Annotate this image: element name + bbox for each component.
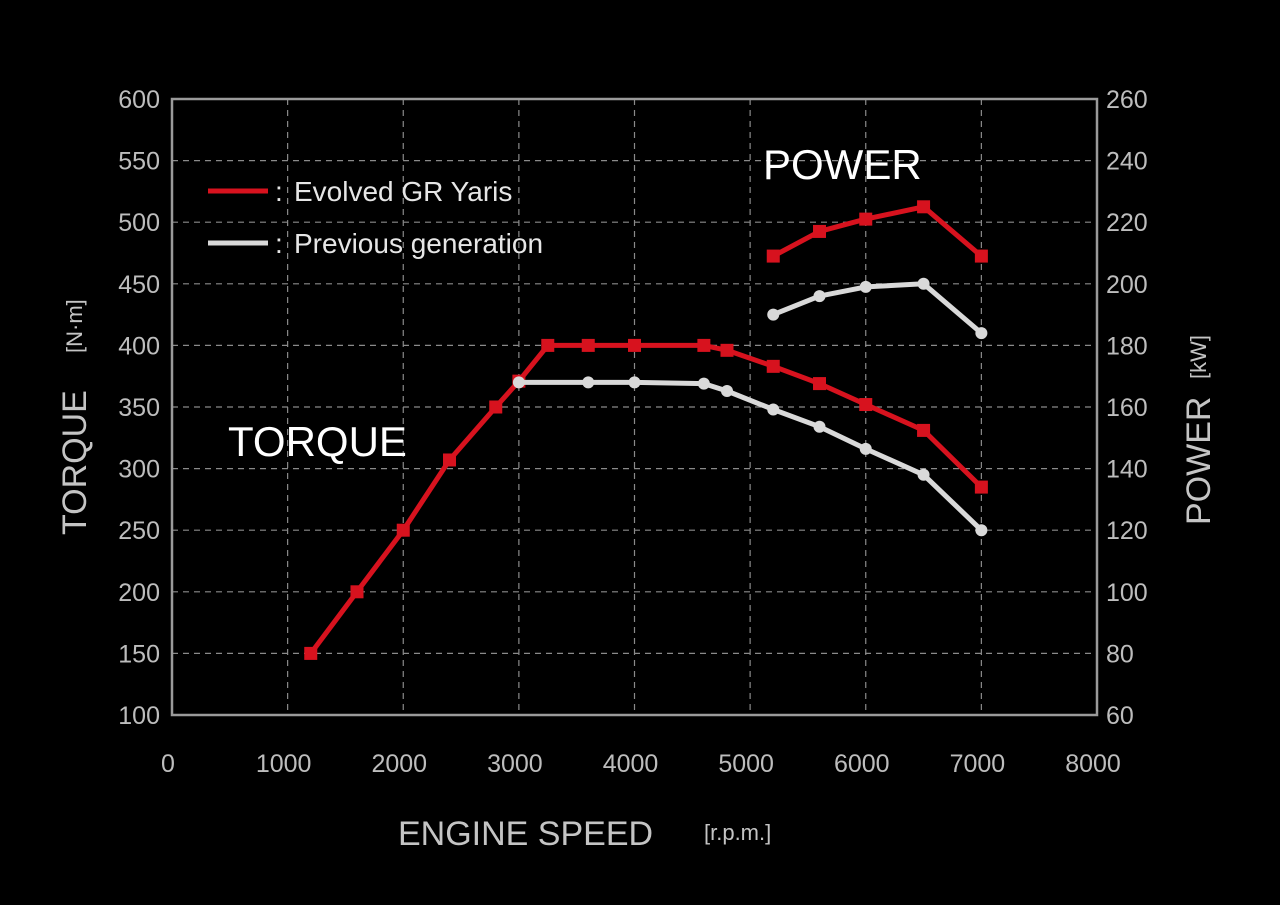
left-tick-label-1: 150	[118, 640, 160, 668]
point-torque-previous-0	[512, 376, 525, 389]
point-power-evolved-2	[859, 212, 873, 226]
x-tick-label-2: 2000	[371, 750, 427, 778]
legend-separator-previous-colon: :	[275, 228, 283, 259]
x-axis-unit: [r.p.m.]	[704, 820, 771, 845]
series-torque-previous	[512, 376, 988, 537]
point-torque-previous-7	[859, 442, 872, 455]
x-tick-label-3: 3000	[487, 750, 543, 778]
right-axis-unit: [kW]	[1186, 335, 1211, 379]
left-tick-label-3: 250	[118, 517, 160, 545]
x-tick-label-8: 8000	[1065, 750, 1121, 778]
point-torque-evolved-0	[304, 646, 318, 660]
series-line-torque-previous	[516, 379, 984, 533]
point-power-evolved-3	[917, 200, 931, 214]
left-tick-label-2: 200	[118, 579, 160, 607]
x-tick-label-4: 4000	[603, 750, 659, 778]
series-layer	[304, 200, 988, 660]
point-power-evolved-0	[766, 249, 780, 263]
plot-frame	[170, 97, 1099, 717]
series-line-torque-evolved	[308, 342, 984, 656]
point-torque-evolved-12	[813, 377, 826, 391]
point-torque-previous-8	[917, 468, 930, 481]
torque-annotation: TORQUE	[228, 418, 407, 465]
right-tick-label-6: 180	[1106, 332, 1148, 360]
left-tick-label-9: 550	[118, 148, 160, 176]
point-torque-evolved-10	[720, 343, 734, 357]
x-axis-title: ENGINE SPEED	[398, 815, 653, 853]
series-power-previous	[767, 277, 988, 340]
point-torque-previous-4	[721, 384, 733, 397]
x-tick-label-6: 6000	[834, 750, 890, 778]
point-power-evolved-1	[813, 224, 826, 238]
x-tick-label-1: 1000	[256, 750, 312, 778]
right-tick-label-2: 100	[1106, 579, 1148, 607]
right-tick-label-10: 260	[1106, 86, 1148, 114]
point-power-previous-0	[767, 308, 780, 321]
left-axis-title: TORQUE	[56, 390, 94, 535]
point-torque-evolved-4	[489, 400, 503, 414]
legend-separator-evolved: :	[275, 176, 283, 207]
point-torque-evolved-1	[350, 585, 364, 599]
point-power-previous-4	[975, 327, 988, 340]
right-tick-label-3: 120	[1106, 517, 1148, 545]
right-tick-label-8: 220	[1106, 209, 1148, 237]
point-torque-evolved-11	[766, 359, 780, 373]
right-tick-label-1: 80	[1106, 640, 1134, 668]
right-tick-label-9: 240	[1106, 148, 1148, 176]
right-axis-title: POWER	[1180, 397, 1218, 525]
point-power-previous-2	[859, 280, 872, 293]
series-power-evolved	[766, 200, 988, 263]
point-torque-evolved-8	[628, 338, 641, 352]
legend-label-previous: Previous generation	[294, 228, 543, 259]
point-torque-previous-6	[813, 420, 826, 433]
right-tick-label-0: 60	[1106, 702, 1134, 730]
series-torque-evolved	[304, 338, 988, 660]
point-torque-evolved-7	[581, 338, 595, 352]
point-torque-evolved-6	[541, 338, 555, 352]
point-torque-evolved-15	[974, 480, 988, 494]
point-torque-previous-3	[697, 377, 710, 390]
point-torque-previous-9	[975, 524, 988, 537]
x-tick-label-5: 5000	[718, 750, 774, 778]
right-tick-label-4: 140	[1106, 456, 1148, 484]
legend: : Evolved GR Yaris Previous generation :…	[208, 176, 543, 259]
point-torque-evolved-13	[859, 398, 873, 412]
left-tick-label-8: 500	[118, 209, 160, 237]
point-torque-evolved-2	[396, 523, 410, 537]
left-tick-label-0: 100	[118, 702, 160, 730]
left-tick-label-6: 400	[118, 332, 160, 360]
left-tick-label-5: 350	[118, 394, 160, 422]
point-torque-previous-5	[767, 403, 780, 416]
point-torque-evolved-9	[697, 338, 711, 352]
left-axis-unit: [N·m]	[62, 299, 87, 353]
point-torque-evolved-3	[443, 453, 456, 467]
point-torque-evolved-14	[917, 423, 931, 437]
point-torque-previous-2	[628, 376, 641, 389]
point-power-previous-1	[813, 290, 826, 303]
x-tick-label-7: 7000	[950, 750, 1006, 778]
power-annotation: POWER	[763, 141, 922, 188]
left-tick-label-10: 600	[118, 86, 160, 114]
legend-label-evolved: Evolved GR Yaris	[294, 176, 512, 207]
x-tick-label-0: 0	[161, 750, 175, 778]
series-line-power-evolved	[770, 204, 984, 259]
point-torque-previous-1	[582, 376, 595, 389]
series-line-power-previous	[770, 281, 984, 336]
left-tick-label-4: 300	[118, 456, 160, 484]
right-tick-labels: 60 80 100 120 140 160 180 200 220 240 260	[1106, 86, 1148, 730]
right-tick-label-5: 160	[1106, 394, 1148, 422]
right-tick-label-7: 200	[1106, 271, 1148, 299]
left-tick-labels: 100 150 200 250 300 350 400 450 500 550 600	[118, 86, 160, 730]
x-tick-labels: 0 1000 2000 3000 4000 5000 6000 7000 8000	[161, 750, 1121, 778]
left-tick-label-7: 450	[118, 271, 160, 299]
point-power-evolved-4	[974, 249, 988, 263]
point-power-previous-3	[917, 277, 930, 290]
